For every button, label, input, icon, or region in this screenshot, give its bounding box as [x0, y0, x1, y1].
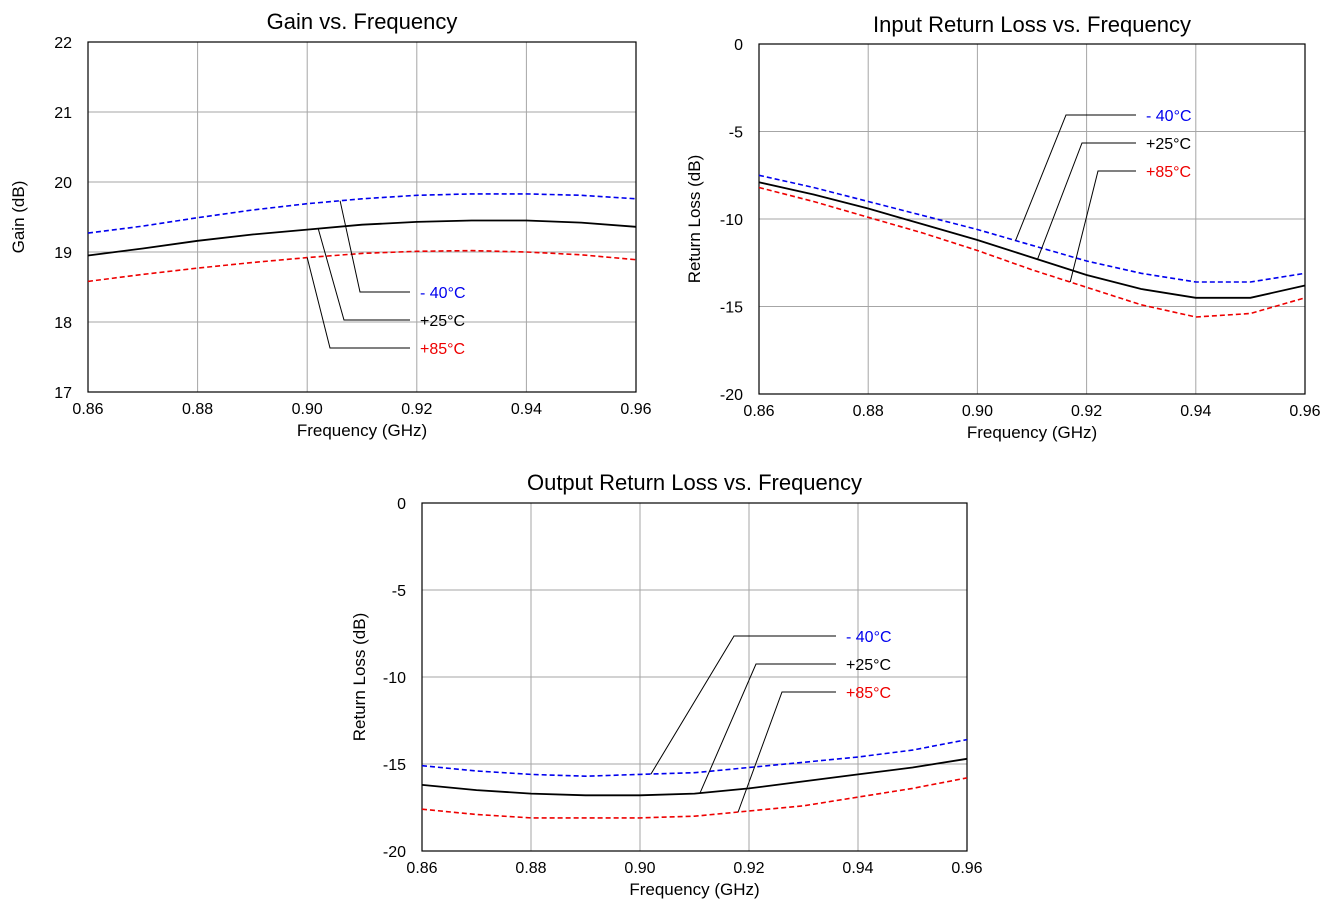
- x-tick-label: 0.94: [842, 860, 873, 877]
- x-tick-label: 0.94: [1180, 403, 1211, 420]
- series-line-plus85c: [87, 249, 637, 283]
- y-tick-label: 21: [54, 105, 72, 122]
- plot-frame: [421, 502, 968, 852]
- series-line-plus85c: [421, 777, 968, 819]
- x-axis-label: Frequency (GHz): [967, 423, 1097, 442]
- series-line-minus40c: [758, 174, 1306, 283]
- x-tick-label: 0.94: [511, 401, 542, 418]
- legend-label-plus25c: +25°C: [1146, 136, 1191, 153]
- y-tick-label: -10: [383, 670, 406, 687]
- y-tick-label: 22: [54, 35, 72, 52]
- x-tick-label: 0.96: [1289, 403, 1320, 420]
- x-axis-label: Frequency (GHz): [629, 880, 759, 899]
- x-tick-label: 0.88: [515, 860, 546, 877]
- legend-leader-line: [1069, 170, 1136, 283]
- chart-title: Input Return Loss vs. Frequency: [873, 12, 1191, 37]
- legend-label-plus85c: +85°C: [846, 685, 891, 702]
- x-tick-label: 0.96: [620, 401, 651, 418]
- legend-label-plus25c: +25°C: [846, 657, 891, 674]
- gain-chart: Gain vs. Frequency 0.86 0.88 0.90 0.92 0.94 0.…: [9, 9, 652, 440]
- legend-leader-line: [317, 228, 410, 321]
- legend-label-plus85c: +85°C: [1146, 164, 1191, 181]
- legend-leader-line: [1015, 114, 1136, 241]
- legend-label-minus40c: - 40°C: [846, 629, 892, 646]
- x-tick-label: 0.88: [182, 401, 213, 418]
- legend-leader-line: [737, 691, 836, 813]
- y-tick-label: 0: [397, 496, 406, 513]
- y-tick-label: -5: [392, 583, 406, 600]
- y-tick-label: -15: [720, 300, 743, 317]
- y-tick-label: 17: [54, 385, 72, 402]
- legend-label-plus25c: +25°C: [420, 313, 465, 330]
- legend-leader-line: [650, 635, 836, 775]
- input-return-loss-chart: Input Return Loss vs. Frequency 0.86 0.88 0…: [685, 12, 1321, 442]
- chart-title: Output Return Loss vs. Frequency: [527, 470, 862, 495]
- legend-label-minus40c: - 40°C: [1146, 108, 1192, 125]
- series-line-plus85c: [758, 186, 1306, 318]
- series-line-minus40c: [87, 193, 637, 234]
- y-tick-label: 18: [54, 315, 72, 332]
- plot-frame: [758, 43, 1306, 395]
- x-tick-label: 0.86: [72, 401, 103, 418]
- x-tick-label: 0.86: [743, 403, 774, 420]
- y-axis-label: Return Loss (dB): [685, 155, 704, 284]
- legend-leader-line: [699, 663, 836, 794]
- x-axis-label: Frequency (GHz): [297, 421, 427, 440]
- y-tick-label: 0: [734, 37, 743, 54]
- x-tick-label: 0.92: [1071, 403, 1102, 420]
- x-tick-label: 0.90: [962, 403, 993, 420]
- y-tick-label: 20: [54, 175, 72, 192]
- y-tick-label: -10: [720, 212, 743, 229]
- x-tick-label: 0.88: [853, 403, 884, 420]
- legend-leader-line: [1037, 142, 1136, 260]
- y-tick-label: 19: [54, 245, 72, 262]
- x-tick-label: 0.96: [951, 860, 982, 877]
- x-tick-label: 0.86: [406, 860, 437, 877]
- series-line-plus25c: [758, 181, 1306, 299]
- y-tick-label: -20: [720, 387, 743, 404]
- x-tick-label: 0.90: [624, 860, 655, 877]
- y-axis-label: Gain (dB): [9, 181, 28, 254]
- series-line-minus40c: [421, 738, 968, 778]
- legend-label-plus85c: +85°C: [420, 341, 465, 358]
- x-tick-label: 0.92: [401, 401, 432, 418]
- x-tick-label: 0.92: [733, 860, 764, 877]
- y-tick-label: -20: [383, 844, 406, 861]
- legend-leader-line: [339, 200, 410, 293]
- chart-title: Gain vs. Frequency: [267, 9, 458, 34]
- y-axis-label: Return Loss (dB): [350, 613, 369, 742]
- y-tick-label: -5: [729, 125, 743, 142]
- legend-label-minus40c: - 40°C: [420, 285, 466, 302]
- output-return-loss-chart: Output Return Loss vs. Frequency 0.86 0.88…: [350, 470, 983, 899]
- x-tick-label: 0.90: [292, 401, 323, 418]
- series-line-plus25c: [87, 219, 637, 257]
- plot-frame: [87, 41, 637, 393]
- y-tick-label: -15: [383, 757, 406, 774]
- series-line-plus25c: [421, 757, 968, 797]
- legend-leader-line: [306, 257, 410, 349]
